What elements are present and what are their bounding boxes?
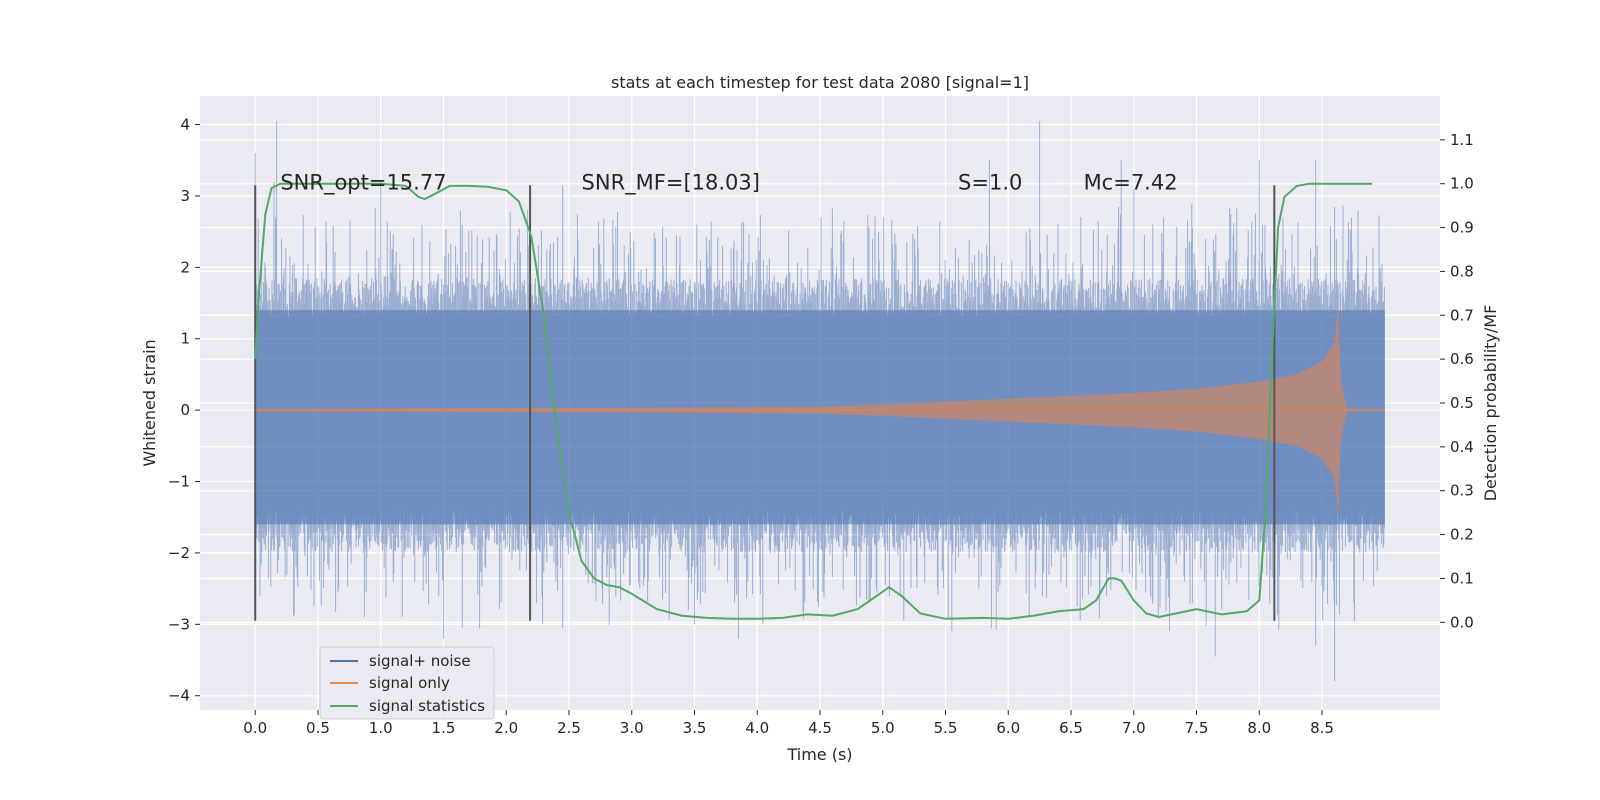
y-tick-label: 4 (180, 116, 190, 134)
signal-statistics-line (254, 182, 1373, 620)
x-tick-label: 3.0 (620, 719, 644, 737)
annotation: Mc=7.42 (1084, 171, 1178, 195)
y-tick-label: 2 (180, 258, 190, 276)
legend-label-signal-only: signal only (369, 674, 450, 692)
y-right-tick-label: 0.9 (1450, 219, 1474, 237)
y-right-tick-label: 0.7 (1450, 306, 1474, 324)
annotation: SNR_MF=[18.03] (582, 171, 760, 196)
x-axis-label: Time (s) (786, 745, 852, 764)
x-tick-label: 2.0 (494, 719, 518, 737)
y-tick-label: 1 (180, 330, 190, 348)
y-right-tick-label: 1.1 (1450, 131, 1474, 149)
x-tick-label: 0.5 (306, 719, 330, 737)
y-right-tick-label: 0.6 (1450, 350, 1474, 368)
x-tick-label: 6.0 (996, 719, 1020, 737)
legend-label-signal-noise: signal+ noise (369, 652, 471, 670)
y-right-tick-label: 1.0 (1450, 175, 1474, 193)
annotation: S=1.0 (958, 171, 1022, 195)
signal-statistics-series (254, 182, 1373, 620)
legend: signal+ noise signal only signal statist… (319, 646, 495, 720)
x-tick-label: 1.0 (369, 719, 393, 737)
x-tick-label: 5.5 (934, 719, 958, 737)
x-tick-label: 7.5 (1185, 719, 1209, 737)
y-right-tick-label: 0.5 (1450, 394, 1474, 412)
axis-ticks: 0.0 0.5 1.0 1.5 2.0 2.5 3.0 3.5 4.0 4.5 5.0 5.5 6.0 6… (168, 116, 1474, 737)
y-tick-label: −1 (168, 473, 190, 491)
x-tick-label: 2.5 (557, 719, 581, 737)
x-tick-label: 0.0 (243, 719, 267, 737)
x-tick-label: 8.5 (1310, 719, 1334, 737)
x-tick-label: 4.5 (808, 719, 832, 737)
x-tick-label: 1.5 (432, 719, 456, 737)
chart-title: stats at each timestep for test data 208… (611, 73, 1029, 92)
y-axis-right-label: Detection probability/MF (1481, 305, 1500, 502)
y-right-tick-label: 0.1 (1450, 569, 1474, 587)
y-tick-label: 3 (180, 187, 190, 205)
x-tick-label: 3.5 (683, 719, 707, 737)
y-tick-label: −3 (168, 615, 190, 633)
x-tick-label: 5.0 (871, 719, 895, 737)
x-tick-label: 4.0 (745, 719, 769, 737)
x-tick-label: 8.0 (1247, 719, 1271, 737)
x-tick-label: 6.5 (1059, 719, 1083, 737)
annotations: SNR_opt=15.77 SNR_MF=[18.03] S=1.0 Mc=7.42 (280, 171, 1177, 196)
y-axis-label: Whitened strain (140, 339, 159, 466)
y-tick-label: −4 (168, 687, 190, 705)
x-tick-label: 7.0 (1122, 719, 1146, 737)
y-right-tick-label: 0.2 (1450, 526, 1474, 544)
y-right-tick-label: 0.0 (1450, 613, 1474, 631)
legend-box (319, 646, 495, 720)
signal-only-series (255, 303, 1385, 518)
annotation: SNR_opt=15.77 (280, 171, 446, 196)
y-right-tick-label: 0.8 (1450, 262, 1474, 280)
y-tick-label: 0 (180, 401, 190, 419)
vertical-markers (254, 185, 1276, 621)
y-right-tick-label: 0.3 (1450, 482, 1474, 500)
legend-label-signal-statistics: signal statistics (369, 697, 485, 715)
y-tick-label: −2 (168, 544, 190, 562)
y-right-tick-label: 0.4 (1450, 438, 1474, 456)
